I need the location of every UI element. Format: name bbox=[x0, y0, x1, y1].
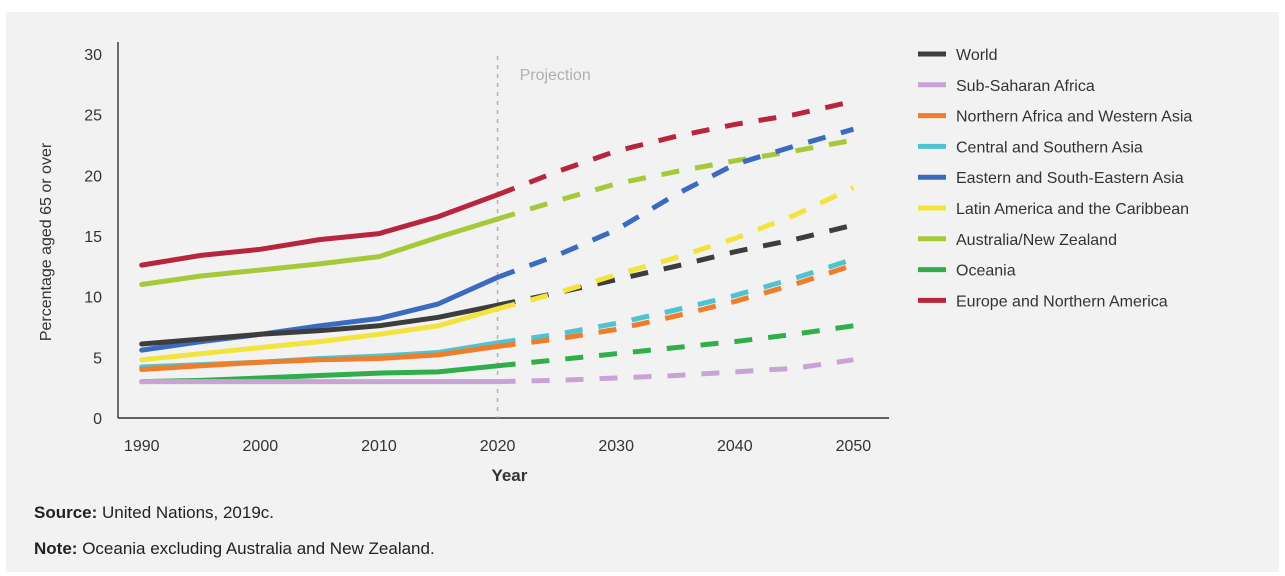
chart-card: 0 5 10 15 20 25 30 1990 2000 2010 2020 2030 2040 2050… bbox=[6, 12, 1279, 572]
line-chart: 0 5 10 15 20 25 30 1990 2000 2010 2020 2030 2040 2050… bbox=[38, 42, 1192, 485]
note-footnote: Note: Oceania excluding Australia and Ne… bbox=[34, 539, 435, 559]
x-tick-label: 2000 bbox=[243, 438, 279, 455]
note-label: Note: bbox=[34, 539, 78, 558]
y-tick-label: 10 bbox=[84, 290, 102, 307]
series-line-projection bbox=[496, 137, 854, 222]
legend-label: Australia/New Zealand bbox=[956, 232, 1117, 249]
series-line-projection bbox=[497, 222, 854, 308]
series-line-projection bbox=[496, 98, 854, 198]
x-axis-title: Year bbox=[491, 466, 527, 485]
x-tick-label: 2010 bbox=[361, 438, 397, 455]
y-tick-label: 5 bbox=[93, 350, 102, 367]
series-line-historical bbox=[139, 343, 501, 372]
y-tick-label: 20 bbox=[84, 168, 102, 185]
legend-label: Europe and Northern America bbox=[956, 293, 1168, 310]
y-tick-label: 15 bbox=[84, 229, 102, 246]
legend-label: Central and Southern Asia bbox=[956, 139, 1143, 156]
series-line-historical bbox=[139, 302, 501, 347]
series-line-historical bbox=[139, 306, 501, 363]
x-tick-label: 1990 bbox=[124, 438, 160, 455]
series-line-projection bbox=[497, 323, 854, 369]
source-label: Source: bbox=[34, 503, 98, 522]
legend-label: World bbox=[956, 47, 998, 64]
series-line-historical bbox=[139, 192, 501, 268]
note-text: Oceania excluding Australia and New Zeal… bbox=[82, 539, 435, 558]
legend-label: Northern Africa and Western Asia bbox=[956, 109, 1192, 126]
source-text: United Nations, 2019c. bbox=[102, 503, 275, 522]
legend-label: Sub-Saharan Africa bbox=[956, 78, 1095, 95]
x-tick-label: 2030 bbox=[598, 438, 634, 455]
y-tick-label: 30 bbox=[84, 47, 102, 64]
y-axis-title: Percentage aged 65 or over bbox=[38, 142, 55, 341]
series-line-projection bbox=[497, 357, 854, 385]
y-tick-label: 25 bbox=[84, 108, 102, 125]
projection-label: Projection bbox=[520, 67, 591, 84]
series-line-historical bbox=[139, 216, 501, 287]
x-tick-label: 2050 bbox=[836, 438, 872, 455]
series-line-projection bbox=[496, 185, 855, 312]
x-tick-label: 2040 bbox=[717, 438, 753, 455]
series-line-projection bbox=[497, 262, 855, 349]
x-tick-label: 2020 bbox=[480, 438, 516, 455]
legend-label: Latin America and the Caribbean bbox=[956, 201, 1189, 218]
series-line-projection bbox=[497, 256, 855, 346]
y-tick-label: 0 bbox=[93, 411, 102, 428]
source-footnote: Source: United Nations, 2019c. bbox=[34, 503, 274, 523]
legend-label: Eastern and South-Eastern Asia bbox=[956, 170, 1184, 187]
legend-label: Oceania bbox=[956, 263, 1016, 280]
